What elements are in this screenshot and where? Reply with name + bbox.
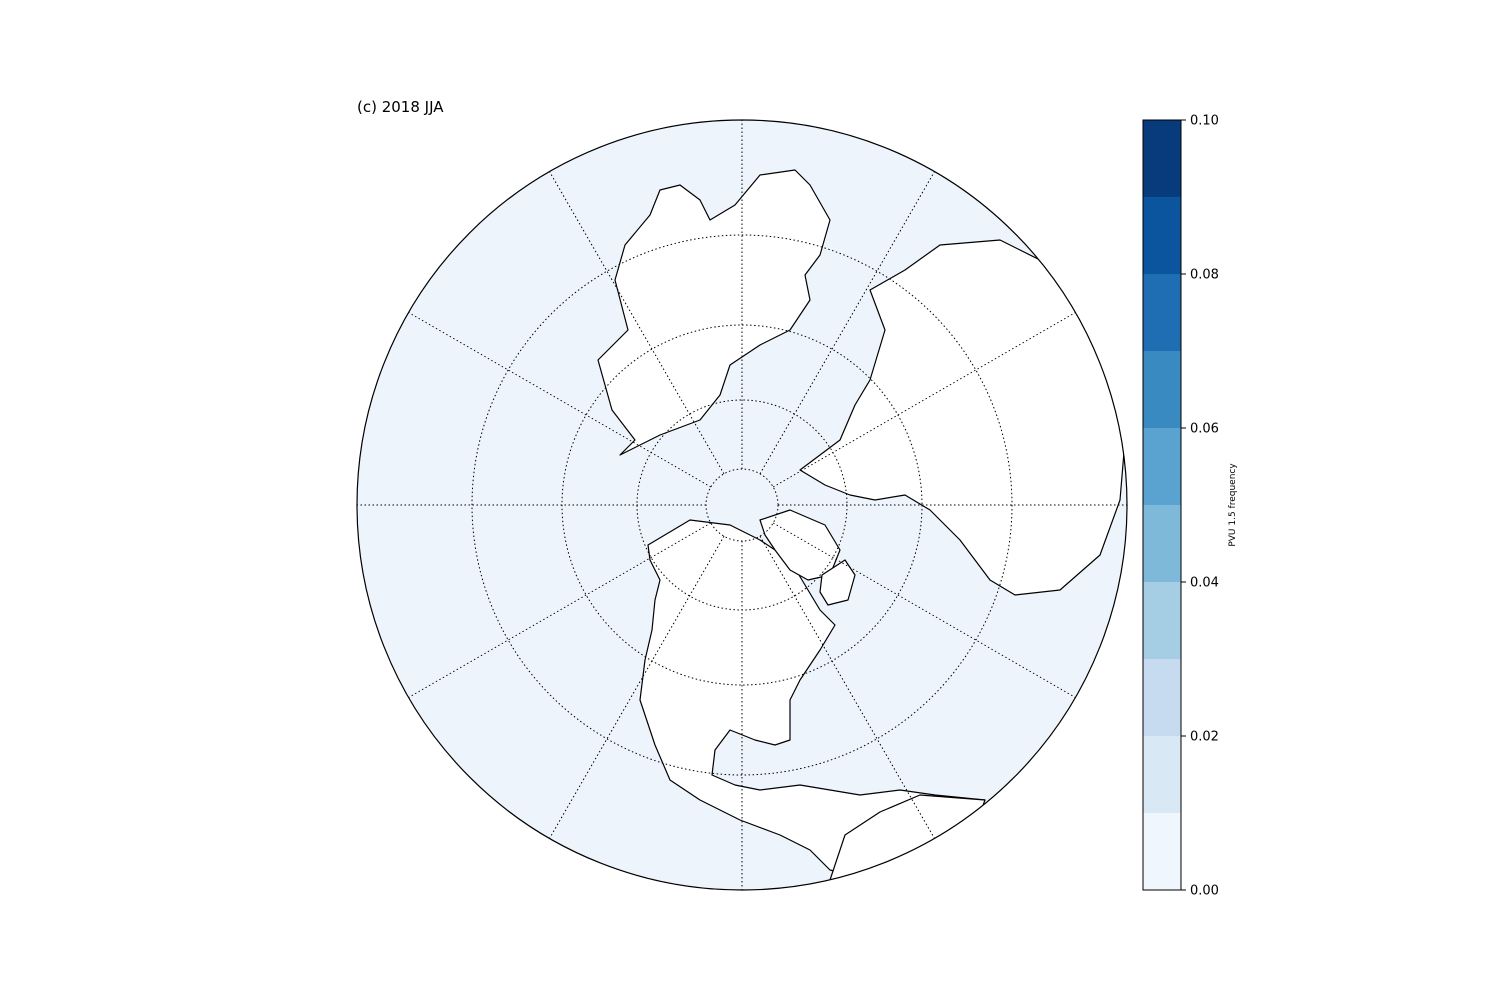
- colorbar-level: [1143, 582, 1181, 659]
- colorbar-tick-label: 0.00: [1190, 884, 1219, 899]
- colorbar-level: [1143, 813, 1181, 890]
- colorbar-level: [1143, 274, 1181, 351]
- colorbar-tick-label: 0.08: [1190, 268, 1219, 283]
- colorbar-level: [1143, 505, 1181, 582]
- colorbar-tick-label: 0.06: [1190, 422, 1219, 437]
- colorbar-level: [1143, 428, 1181, 505]
- colorbar-tick-label: 0.04: [1190, 576, 1219, 591]
- map-boundary: [356, 119, 1128, 891]
- colorbar: 0.00 0.02 0.04 0.06 0.08 0.10 PVU 1.5 frequen…: [1142, 114, 1238, 899]
- colorbar-tick-label: 0.10: [1190, 114, 1219, 129]
- colorbar-level: [1143, 659, 1181, 736]
- iceland: [819, 559, 856, 606]
- colorbar-label: PVU 1.5 frequency: [1228, 463, 1238, 547]
- colorbar-ticks: 0.00 0.02 0.04 0.06 0.08 0.10: [1181, 114, 1219, 899]
- eurasia: [597, 169, 831, 456]
- graticule: [357, 120, 1127, 890]
- colorbar-frame: [1142, 119, 1182, 891]
- map-title: (c) 2018 JJA: [357, 98, 444, 116]
- colorbar-tick-label: 0.02: [1190, 730, 1219, 745]
- colorbar-levels: [1143, 120, 1181, 890]
- colorbar-level: [1143, 351, 1181, 428]
- colorbar-level: [1143, 736, 1181, 813]
- latitude-circle: [471, 234, 1013, 776]
- polar-map: [356, 119, 1128, 891]
- colorbar-level: [1143, 120, 1181, 197]
- colorbar-level: [1143, 197, 1181, 274]
